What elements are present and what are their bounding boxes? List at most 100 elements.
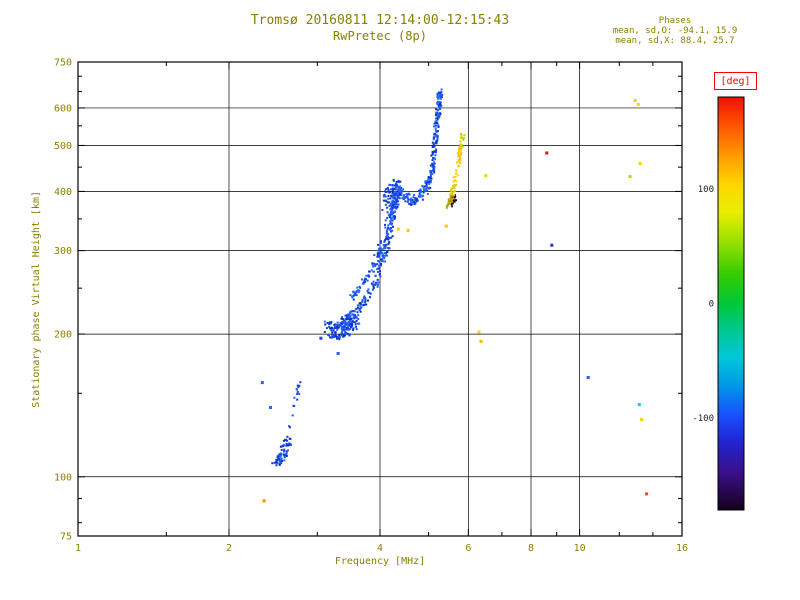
data-point (373, 254, 376, 257)
data-point (390, 218, 393, 221)
phase-stats-x-mode: mean, sd,X: 88.4, 25.7 (615, 36, 735, 46)
data-point (354, 315, 357, 318)
data-point (397, 179, 400, 182)
data-point (433, 122, 436, 125)
data-point (342, 327, 345, 330)
data-point (329, 322, 332, 325)
data-point (426, 181, 429, 184)
data-point (351, 295, 354, 298)
data-point (378, 267, 381, 270)
data-point (330, 336, 333, 338)
data-point (295, 387, 298, 390)
colorbar-units-label: [deg] (714, 72, 757, 90)
data-point (389, 194, 392, 197)
data-point (371, 263, 374, 266)
data-point (340, 334, 343, 337)
data-point (337, 335, 340, 338)
data-point (392, 178, 395, 181)
data-point (383, 247, 385, 250)
data-point (356, 311, 359, 314)
data-point (380, 260, 383, 263)
data-point (365, 274, 368, 277)
data-point (433, 125, 435, 128)
data-point (390, 230, 392, 233)
data-point (389, 228, 392, 231)
data-point (366, 289, 369, 292)
data-point (386, 217, 389, 219)
data-point (337, 326, 340, 329)
outlier-points (260, 99, 649, 503)
data-point (419, 195, 422, 198)
data-point (438, 95, 441, 98)
data-point (419, 189, 422, 192)
data-point (429, 176, 432, 179)
data-point (439, 101, 442, 104)
data-point (401, 190, 404, 193)
data-point (409, 200, 412, 203)
data-point (260, 381, 264, 385)
plot-subtitle: RwPretec (8p) (333, 29, 427, 43)
y-tick-label: 300 (54, 246, 72, 257)
data-point (334, 326, 336, 329)
data-point (419, 194, 422, 197)
data-point (436, 102, 439, 105)
data-point (434, 154, 437, 157)
data-point (421, 185, 424, 188)
data-point (431, 162, 434, 165)
data-point (328, 333, 330, 336)
data-point (285, 442, 288, 445)
data-point (359, 286, 362, 289)
data-point (434, 133, 436, 135)
data-point (377, 252, 380, 255)
data-point (287, 444, 289, 447)
data-point (351, 313, 354, 316)
data-point (422, 187, 425, 190)
data-point (388, 247, 391, 250)
data-point (398, 197, 401, 200)
data-point (385, 230, 388, 233)
data-point (374, 265, 377, 267)
data-point (430, 170, 432, 172)
data-point (391, 200, 394, 203)
data-point (391, 235, 394, 238)
data-point (354, 325, 357, 328)
data-point (434, 127, 437, 130)
data-point (435, 111, 438, 114)
data-point (439, 107, 442, 110)
y-tick-label: 400 (54, 187, 72, 198)
data-point (329, 320, 332, 323)
data-point (296, 390, 299, 393)
data-point (296, 384, 299, 387)
data-point (429, 164, 432, 167)
data-point (431, 159, 434, 162)
data-point (381, 209, 384, 211)
data-point (351, 296, 354, 299)
data-point (395, 182, 397, 185)
data-point (416, 197, 418, 200)
data-point (436, 116, 439, 119)
data-point (429, 173, 432, 176)
data-point (433, 142, 436, 145)
data-point (450, 187, 453, 190)
data-point (329, 327, 332, 330)
data-point (291, 414, 294, 417)
data-point (395, 193, 398, 196)
data-point (431, 151, 434, 154)
data-point (388, 213, 391, 216)
data-point (398, 185, 401, 188)
data-point (454, 176, 457, 179)
data-point (338, 338, 341, 341)
data-point (277, 453, 280, 456)
data-point (376, 285, 379, 288)
data-point (279, 459, 282, 462)
x-tick-label: 8 (528, 543, 534, 554)
data-point (398, 193, 401, 196)
data-point (399, 191, 402, 194)
data-point (353, 310, 356, 313)
data-point (437, 109, 440, 112)
data-point (427, 178, 430, 181)
data-point (367, 291, 370, 294)
data-point (406, 200, 409, 203)
data-point (450, 195, 453, 197)
